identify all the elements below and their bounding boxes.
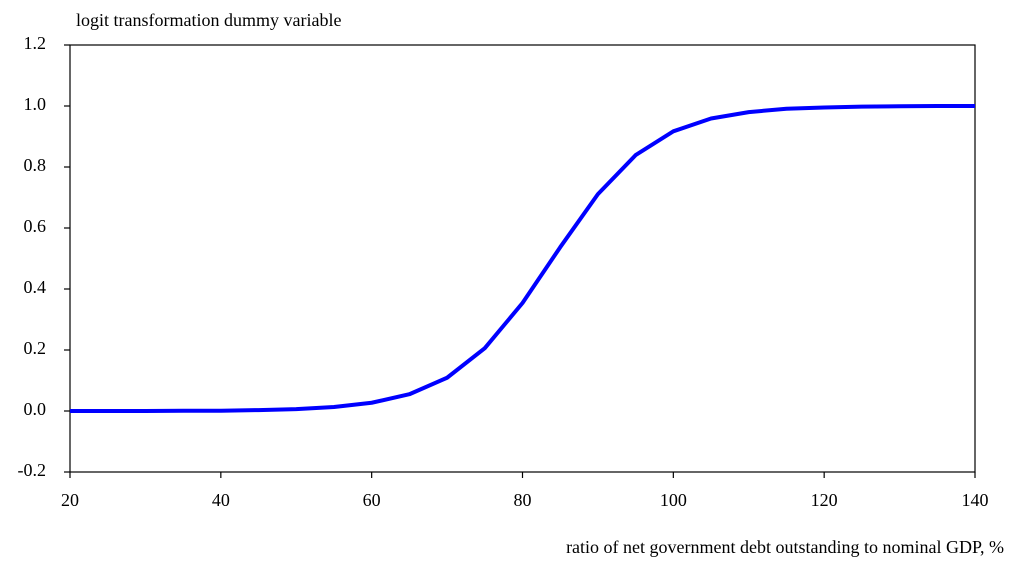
x-tick-label: 60 — [363, 490, 381, 510]
y-tick-label: -0.2 — [18, 460, 47, 480]
x-tick-label: 20 — [61, 490, 79, 510]
y-tick-label: 1.2 — [24, 33, 47, 53]
x-tick-label: 120 — [811, 490, 838, 510]
y-tick-label: 1.0 — [24, 94, 47, 114]
y-tick-label: 0.0 — [24, 399, 47, 419]
x-axis-label: ratio of net government debt outstanding… — [566, 537, 1004, 557]
x-tick-label: 140 — [962, 490, 989, 510]
y-tick-label: 0.4 — [24, 277, 47, 297]
x-tick-label: 80 — [514, 490, 532, 510]
y-tick-label: 0.2 — [24, 338, 47, 358]
x-tick-label: 100 — [660, 490, 687, 510]
x-tick-label: 40 — [212, 490, 230, 510]
y-tick-label: 0.8 — [24, 155, 47, 175]
data-line — [70, 104, 975, 413]
y-tick-label: 0.6 — [24, 216, 47, 236]
chart-title: logit transformation dummy variable — [76, 10, 341, 30]
